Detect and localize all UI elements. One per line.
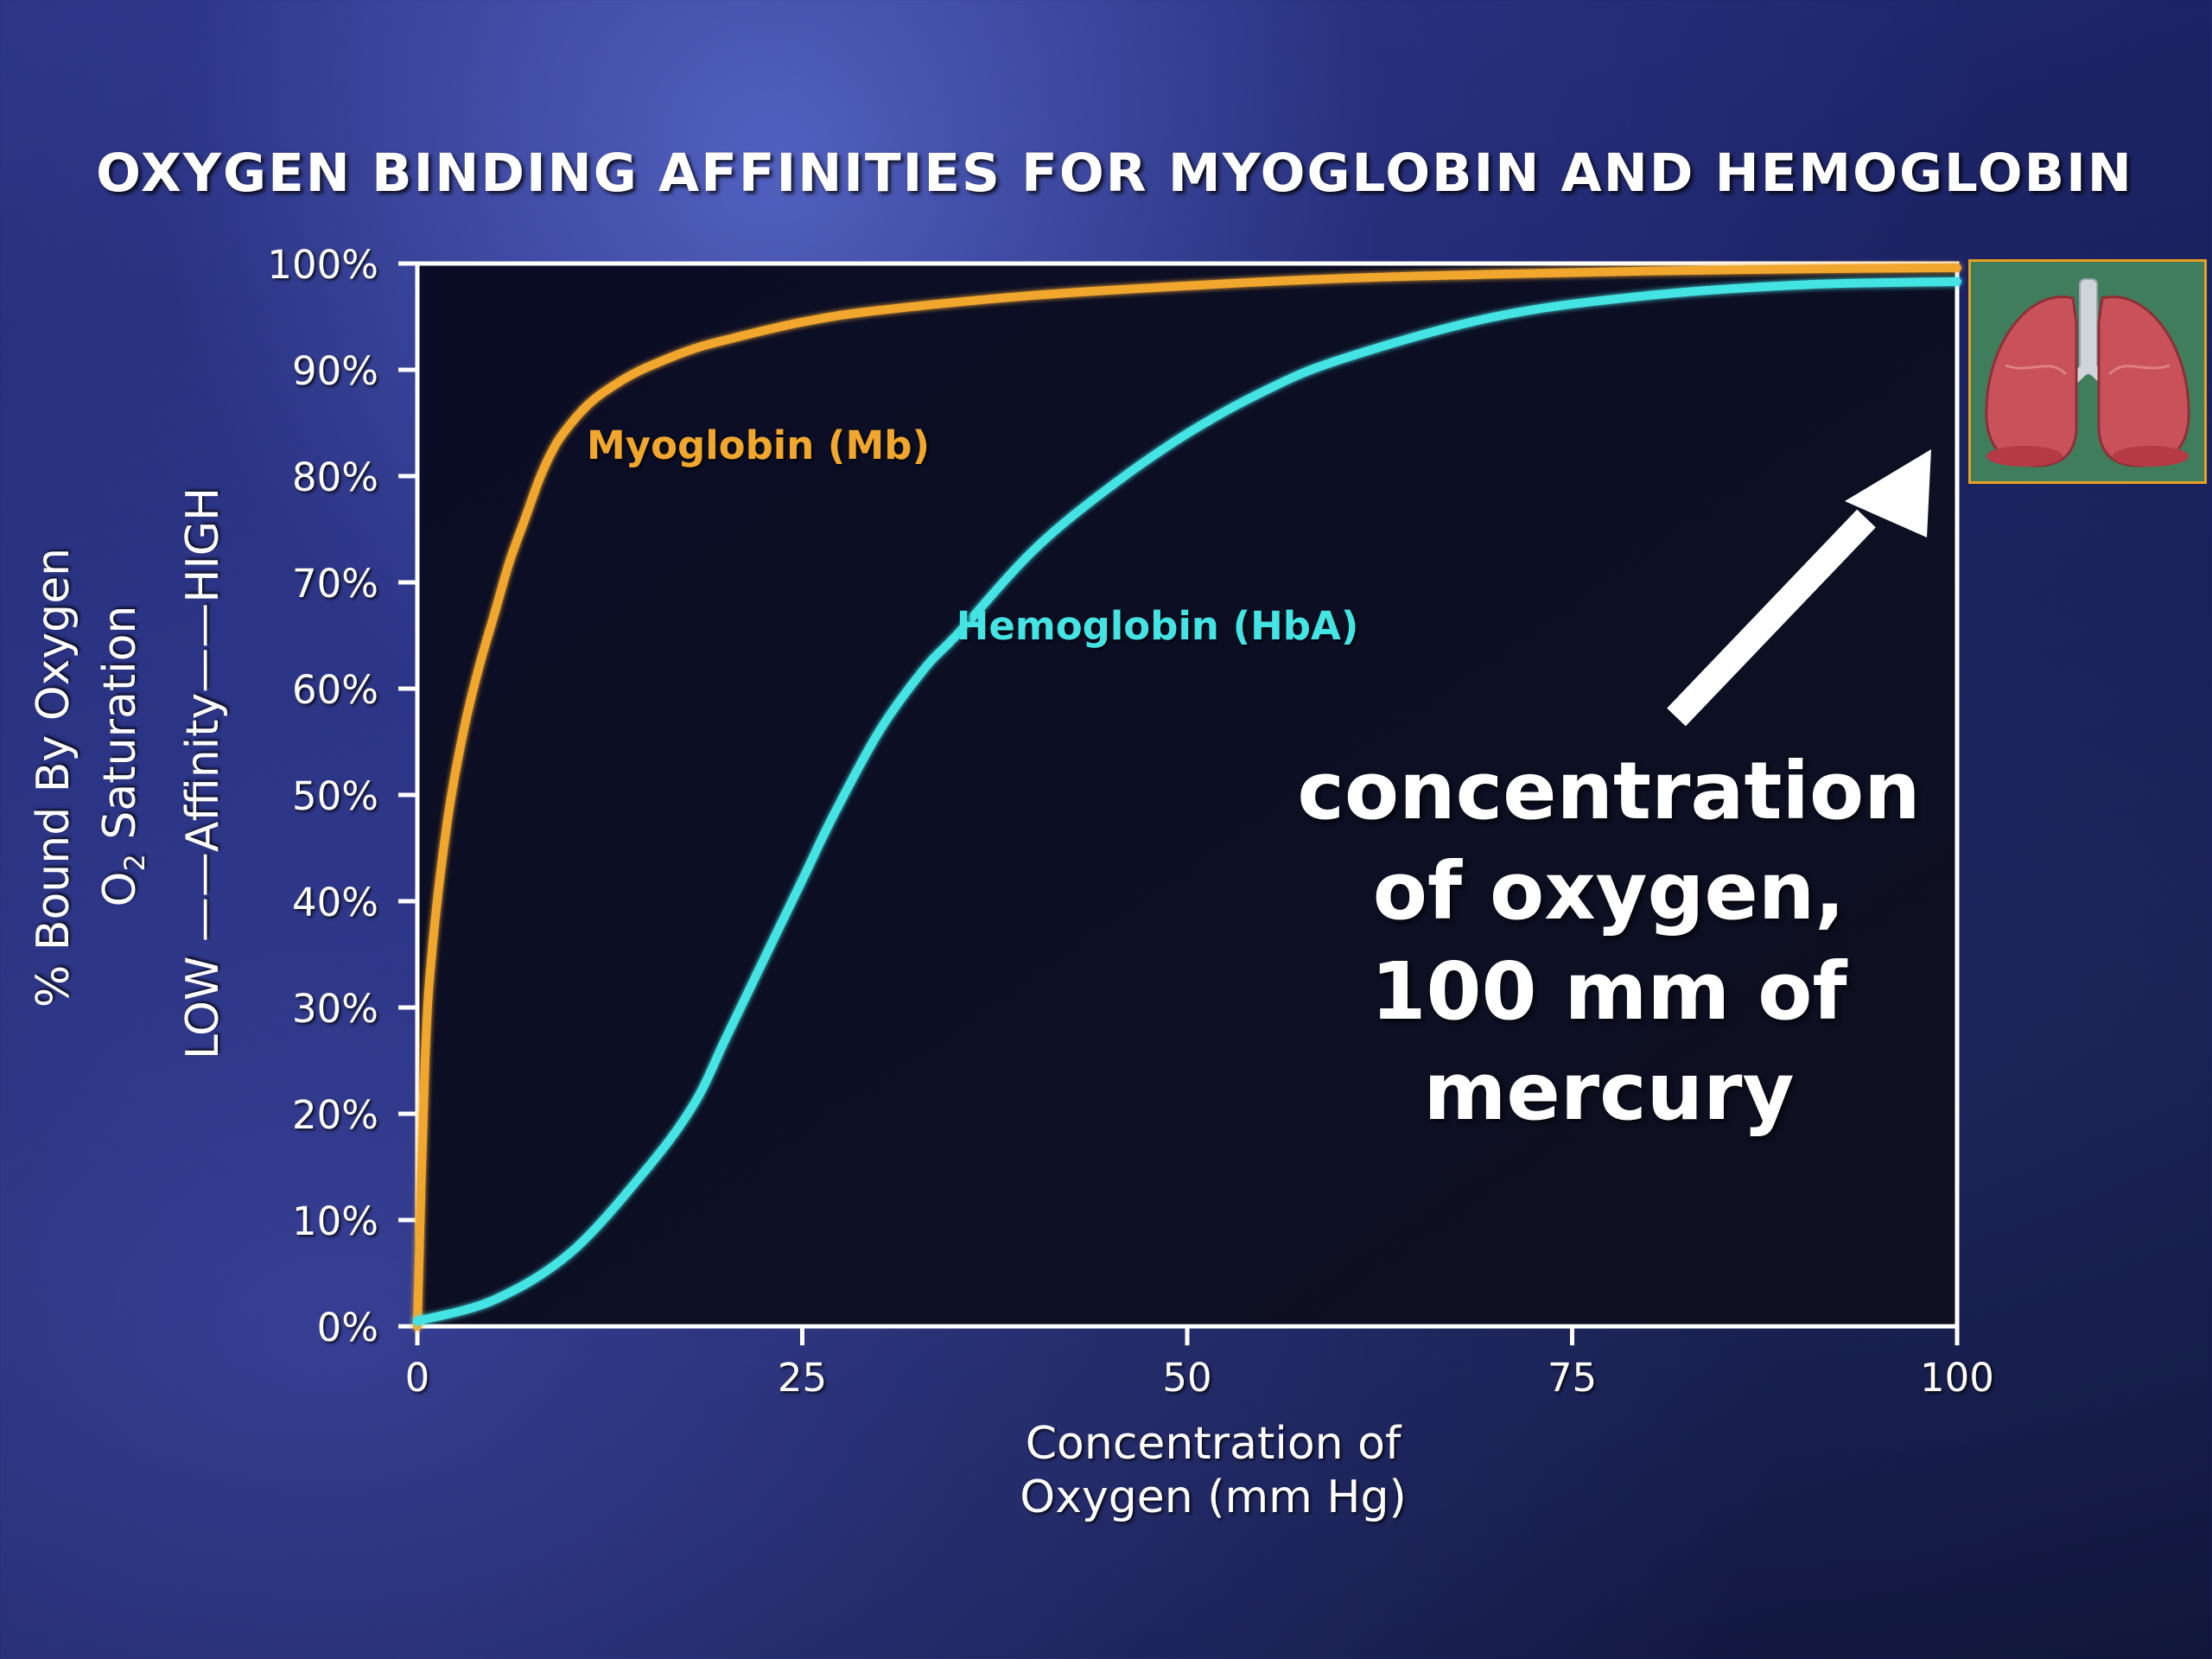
series-label: Myoglobin (Mb): [587, 423, 930, 468]
y-tick-label: 90%: [292, 348, 378, 394]
y-tick-label: 80%: [292, 454, 378, 500]
y-tick-label: 30%: [292, 986, 378, 1032]
y-tick-label: 40%: [292, 880, 378, 925]
series-label: Hemoglobin (HbA): [957, 603, 1359, 649]
series: [413, 263, 1961, 1331]
oxygen-annotation: concentration of oxygen, 100 mm of mercu…: [1297, 745, 1921, 1138]
y-tick-label: 60%: [292, 667, 378, 713]
x-tick-label: 75: [1548, 1355, 1597, 1401]
y-tick-label: 10%: [292, 1198, 378, 1244]
series-line-myoglobin-mb: [413, 263, 1961, 1331]
y-axis-saturation-label: O2 Saturation: [93, 605, 152, 907]
x-axis-label: Concentration of Oxygen (mm Hg): [1020, 1418, 1407, 1523]
x-tick-label: 0: [405, 1355, 430, 1401]
y-axis-label: % Bound By Oxygen: [28, 547, 79, 1008]
y-tick-label: 50%: [292, 773, 378, 819]
y-tick-label: 100%: [267, 242, 378, 288]
plot-area: [417, 264, 1957, 1326]
x-tick-label: 50: [1162, 1355, 1211, 1401]
x-tick-label: 25: [778, 1355, 827, 1401]
y-axis-affinity-label: LOW ——Affinity——HIGH: [177, 486, 229, 1060]
ticks: 0% 10% 20% 30% 40% 50% 60% 70% 80% 90% 100% 0 25 50 75…: [267, 242, 1994, 1401]
lungs-image: [1968, 259, 2207, 484]
y-tick-label: 20%: [292, 1092, 378, 1138]
arrow: [1667, 449, 1931, 727]
series-line-hemoglobin-hba: [413, 276, 1961, 1325]
series-labels: Myoglobin (Mb) Hemoglobin (HbA): [587, 423, 1358, 649]
x-tick-label: 100: [1920, 1355, 1994, 1401]
chart-title: OXYGEN BINDING AFFINITIES FOR MYOGLOBIN …: [96, 143, 2133, 204]
y-tick-label: 70%: [292, 561, 378, 607]
lungs-icon: [1971, 262, 2204, 481]
y-tick-label: 0%: [317, 1305, 378, 1351]
